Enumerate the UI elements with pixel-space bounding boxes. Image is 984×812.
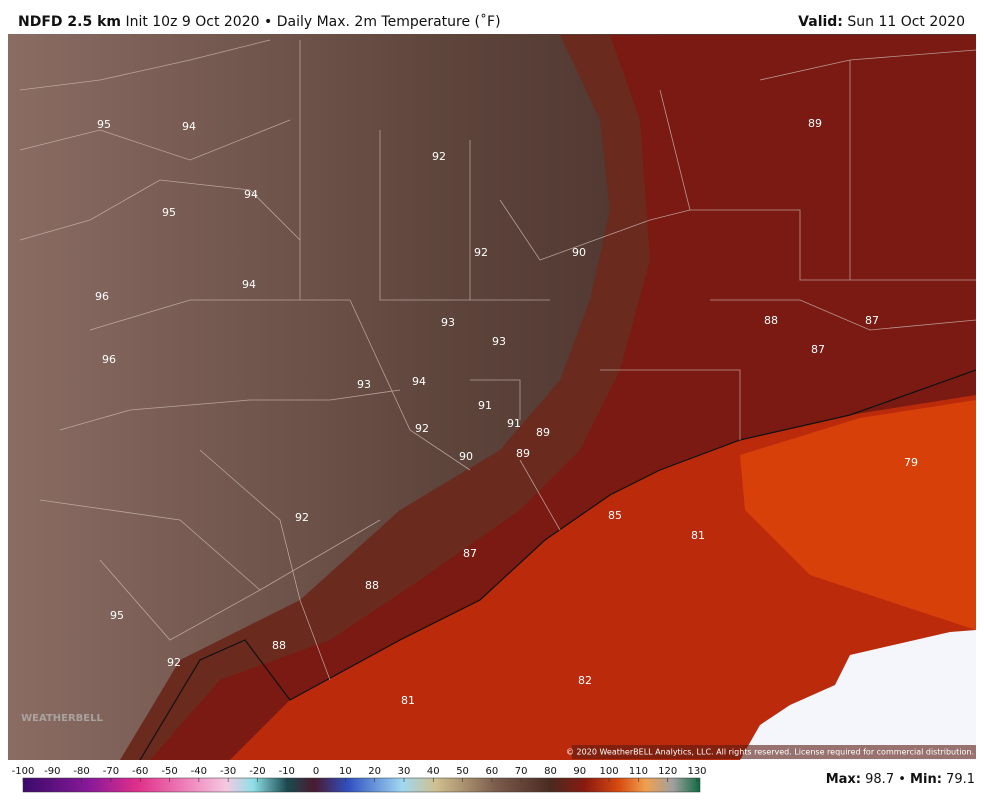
temp-label: 87: [463, 547, 477, 560]
colorbar-tick-label: -50: [161, 766, 177, 777]
map: [8, 34, 976, 760]
colorbar-ticks: -100 -90 -80 -70 -60 -50 -40 -30 -20 -10 0 10 20 30 40…: [12, 766, 707, 782]
model: NDFD 2.5 km: [18, 14, 121, 30]
temp-label: 92: [432, 150, 446, 163]
temp-label: 94: [412, 375, 426, 388]
temp-label: 87: [865, 314, 879, 327]
copyright: © 2020 WeatherBELL Analytics, LLC. All r…: [566, 748, 974, 757]
min-value: 79.1: [946, 772, 975, 787]
temp-label: 92: [167, 656, 181, 669]
temp-label: 94: [244, 188, 258, 201]
max-label: Max:: [826, 772, 861, 787]
colorbar-tick-label: -10: [279, 766, 295, 777]
no-data: [740, 630, 976, 760]
header-left: NDFD 2.5 km Init 10z 9 Oct 2020 • Daily …: [18, 13, 501, 30]
temp-label: 87: [811, 343, 825, 356]
colorbar-tick-label: 110: [629, 766, 648, 777]
colorbar-tick-label: -100: [12, 766, 35, 777]
temp-label: 96: [95, 290, 109, 303]
separator: •: [264, 14, 272, 30]
gulf-east: [740, 400, 976, 630]
temp-label: 81: [691, 529, 705, 542]
temp-label: 81: [401, 694, 415, 707]
temp-label: 89: [808, 117, 822, 130]
temp-label: 89: [536, 426, 550, 439]
temp-label: 93: [357, 378, 371, 391]
temp-label: 88: [365, 579, 379, 592]
temp-label: 88: [764, 314, 778, 327]
colorbar-tick-label: -20: [249, 766, 265, 777]
colorbar-tick-label: 10: [339, 766, 352, 777]
colorbar-tick-label: 30: [398, 766, 411, 777]
colorbar-tick-label: 70: [515, 766, 528, 777]
colorbar-tick-label: 40: [427, 766, 440, 777]
temp-label: 92: [474, 246, 488, 259]
temp-label: 94: [182, 120, 196, 133]
temp-label: 92: [295, 511, 309, 524]
colorbar-tick-label: -90: [44, 766, 60, 777]
temp-label: 85: [608, 509, 622, 522]
temp-label: 95: [97, 118, 111, 131]
coastline: [139, 369, 976, 760]
colorbar-tick-label: 60: [486, 766, 499, 777]
colorbar-tick-label: -40: [191, 766, 207, 777]
temp-label: 79: [904, 456, 918, 469]
min-label: Min:: [910, 772, 942, 787]
product: Daily Max. 2m Temperature (˚F): [277, 13, 501, 30]
temp-label: 91: [507, 417, 521, 430]
hot-land: [150, 35, 976, 760]
header-right: Valid: Sun 11 Oct 2020: [798, 14, 965, 30]
colorbar-tick-label: 120: [658, 766, 677, 777]
colorbar-tick-label: -80: [73, 766, 89, 777]
temp-label: 95: [110, 609, 124, 622]
colorbar-tick-label: -30: [220, 766, 236, 777]
colorbar-tick-label: 50: [456, 766, 469, 777]
temp-label: 90: [572, 246, 586, 259]
colorbar-tick-label: 80: [544, 766, 557, 777]
temp-label: 90: [459, 450, 473, 463]
colorbar-tick-label: -70: [103, 766, 119, 777]
colorbar: [22, 777, 701, 793]
colorbar-tick-label: -60: [132, 766, 148, 777]
valid-label: Valid:: [798, 14, 843, 30]
logo: WEATHERBELL: [21, 713, 103, 724]
temp-label: 93: [492, 335, 506, 348]
footer: Max: 98.7 • Min: 79.1: [826, 772, 975, 787]
colorbar-tick-label: 20: [368, 766, 381, 777]
temp-label: 91: [478, 399, 492, 412]
temp-label: 93: [441, 316, 455, 329]
colorbar-tick-label: 130: [687, 766, 706, 777]
temp-label: 92: [415, 422, 429, 435]
colorbar-tick-label: 90: [573, 766, 586, 777]
temp-label: 88: [272, 639, 286, 652]
map-labels: 95 94 92 89 94 95 92 90 96 94 93 93 88 87 87 96 93 94 91 91…: [95, 117, 918, 707]
temp-label: 96: [102, 353, 116, 366]
copyright-bg: [572, 745, 976, 759]
valid-value: Sun 11 Oct 2020: [847, 14, 965, 30]
temp-label: 89: [516, 447, 530, 460]
separator: •: [898, 772, 906, 787]
colorbar-tick-label: 0: [313, 766, 319, 777]
temp-label: 95: [162, 206, 176, 219]
temp-label: 94: [242, 278, 256, 291]
colorbar-tick-label: 100: [600, 766, 619, 777]
max-value: 98.7: [865, 772, 894, 787]
temp-label: 82: [578, 674, 592, 687]
init: Init 10z 9 Oct 2020: [125, 14, 259, 30]
